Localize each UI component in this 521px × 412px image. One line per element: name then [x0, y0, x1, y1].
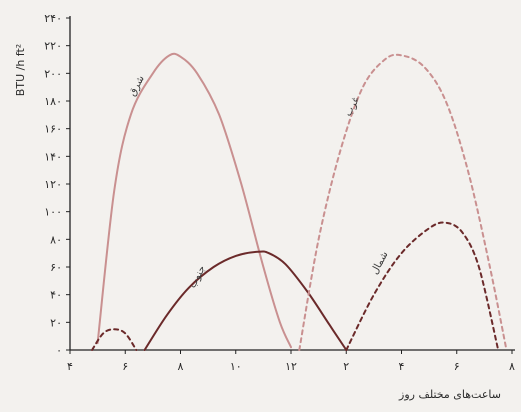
- x-tick-label: ۸: [509, 360, 515, 373]
- series-line: [96, 52, 292, 349]
- y-tick-label: ۱۲۰: [44, 178, 62, 191]
- y-tick-label: ۶۰: [50, 261, 62, 274]
- x-tick-label: ۶: [122, 360, 128, 373]
- y-tick-label: ۸۰: [50, 233, 62, 246]
- series-line: [298, 53, 508, 351]
- series-line: [91, 328, 138, 351]
- series-label: غرب: [343, 95, 362, 118]
- y-axis-label: BTU /h ft²: [14, 44, 27, 96]
- x-axis-label: ساعت‌های مختلف روز: [398, 388, 501, 401]
- y-tick-group: ۰ ۲۰ ۴۰ ۶۰ ۸۰ ۱۰۰ ۱۲۰ ۱۴۰ ۱۶۰ ۱۸۰ ۲۰۰ ۲۲۰ ۲۴۰: [44, 12, 70, 357]
- x-tick-group: ۴ ۶ ۸ ۱۰ ۱۲ ۲ ۴ ۶ ۸: [67, 350, 515, 373]
- series-label: جنوب: [187, 264, 208, 290]
- y-tick-label: ۱۰۰: [44, 206, 62, 219]
- x-tick-label: ۶: [454, 360, 460, 373]
- x-tick-label: ۴: [399, 360, 405, 373]
- x-tick-label: ۴: [67, 360, 73, 373]
- series-line: [345, 221, 500, 351]
- series-line: [143, 250, 348, 351]
- y-tick-label: ۱۶۰: [44, 123, 62, 136]
- y-tick-label: ۲۰۰: [44, 67, 62, 80]
- y-tick-label: ۱۸۰: [44, 95, 62, 108]
- x-tick-label: ۲: [343, 360, 349, 373]
- x-tick-label: ۱۰: [230, 360, 242, 373]
- y-tick-label: ۴۰: [50, 289, 62, 302]
- x-tick-label: ۸: [178, 360, 184, 373]
- y-tick-label: ۲۲۰: [44, 40, 62, 53]
- x-tick-label: ۱۲: [285, 360, 297, 373]
- y-tick-label: ۱۴۰: [44, 150, 62, 163]
- series-group: [91, 52, 508, 351]
- y-tick-label: ۲۴۰: [44, 12, 62, 25]
- y-tick-label: ۲۰: [50, 316, 62, 329]
- y-tick-label: ۰: [56, 344, 62, 357]
